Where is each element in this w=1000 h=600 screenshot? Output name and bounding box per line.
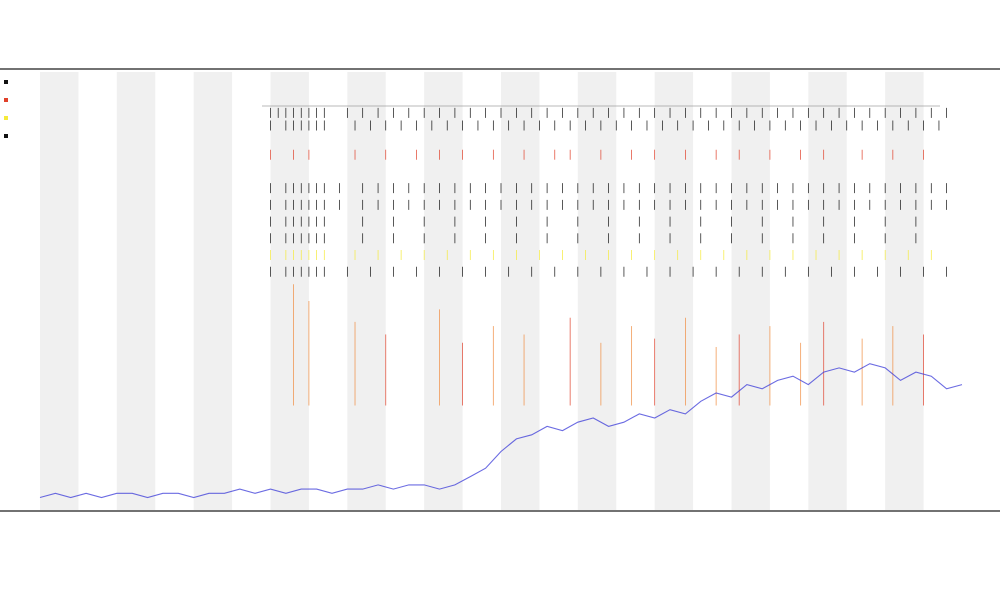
legend-swatch xyxy=(4,80,8,84)
day-band xyxy=(808,72,847,510)
day-band xyxy=(885,72,924,510)
day-band xyxy=(193,72,233,510)
day-band xyxy=(270,72,309,510)
day-band xyxy=(40,72,79,510)
day-band xyxy=(731,72,770,510)
legend-swatch xyxy=(4,98,8,102)
legend-swatch xyxy=(4,116,8,120)
day-band xyxy=(654,72,694,510)
day-band xyxy=(501,72,540,510)
day-band xyxy=(347,72,386,510)
day-band xyxy=(577,72,617,510)
series-line xyxy=(39,363,963,499)
day-band xyxy=(424,72,463,510)
day-band xyxy=(116,72,156,510)
legend-swatch xyxy=(4,134,8,138)
